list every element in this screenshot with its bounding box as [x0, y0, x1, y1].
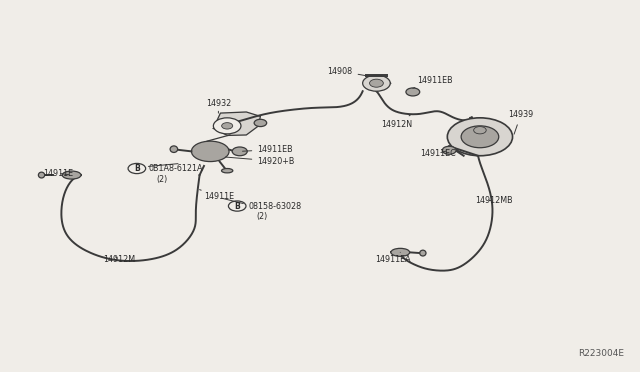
Text: 14908: 14908: [328, 67, 369, 76]
Text: 14911EA: 14911EA: [375, 252, 411, 264]
Circle shape: [228, 201, 246, 211]
Text: 14920+B: 14920+B: [225, 157, 294, 166]
Text: (2): (2): [257, 212, 268, 221]
Text: 14912MB: 14912MB: [476, 196, 513, 205]
Text: B: B: [234, 202, 240, 211]
Circle shape: [232, 147, 247, 156]
Text: R223004E: R223004E: [578, 349, 624, 358]
Polygon shape: [213, 112, 260, 135]
Text: 14912N: 14912N: [381, 115, 413, 129]
Ellipse shape: [62, 171, 81, 179]
Ellipse shape: [391, 248, 410, 256]
Text: 14939: 14939: [508, 110, 533, 134]
Text: 0B1A8-6121A: 0B1A8-6121A: [148, 164, 203, 173]
Text: 14911EB: 14911EB: [243, 145, 293, 154]
Circle shape: [221, 123, 233, 129]
Text: 14911EC: 14911EC: [420, 149, 456, 158]
Text: 14911E: 14911E: [200, 190, 234, 201]
Circle shape: [447, 118, 513, 156]
Text: B: B: [134, 164, 140, 173]
Ellipse shape: [221, 169, 233, 173]
Circle shape: [363, 75, 390, 91]
Circle shape: [128, 163, 146, 174]
Ellipse shape: [38, 172, 45, 178]
Circle shape: [254, 119, 267, 126]
Ellipse shape: [420, 250, 426, 256]
Circle shape: [369, 79, 383, 87]
Text: 14912M: 14912M: [104, 255, 136, 264]
Text: 14932: 14932: [206, 99, 231, 113]
Text: 14911E: 14911E: [43, 169, 73, 178]
Circle shape: [406, 88, 420, 96]
Ellipse shape: [191, 141, 229, 161]
Circle shape: [213, 118, 241, 134]
Text: (2): (2): [156, 175, 168, 184]
Text: 14911EB: 14911EB: [413, 76, 453, 88]
Text: 08158-63028: 08158-63028: [248, 202, 301, 211]
Circle shape: [442, 146, 456, 154]
Circle shape: [461, 126, 499, 148]
Circle shape: [474, 126, 486, 134]
Ellipse shape: [170, 146, 178, 153]
